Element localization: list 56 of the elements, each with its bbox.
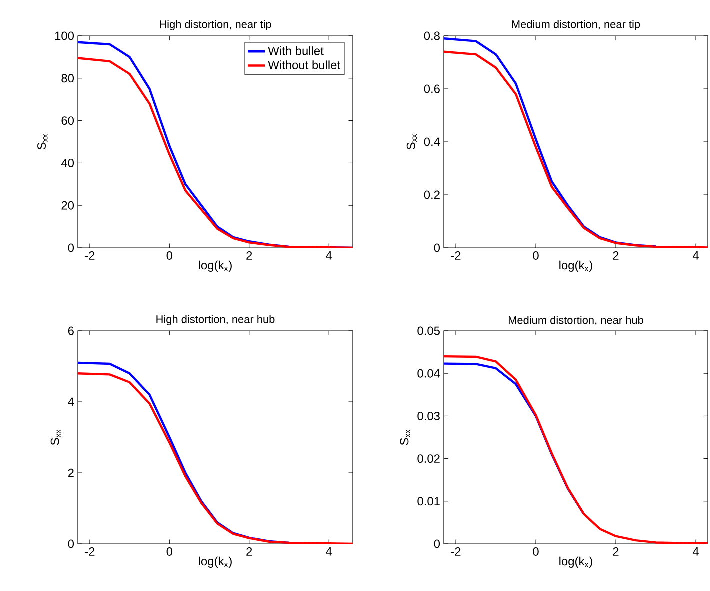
x-tick-label: 0 bbox=[533, 548, 539, 556]
y-tick-label: 80 bbox=[62, 74, 74, 83]
line-series bbox=[444, 355, 708, 544]
y-tick-label: 0 bbox=[434, 244, 440, 252]
x-tick-label: -2 bbox=[451, 548, 461, 556]
chart-title: High distortion, near hub bbox=[156, 315, 275, 326]
x-tick-label: 0 bbox=[166, 252, 173, 260]
y-tick-label: 60 bbox=[62, 116, 74, 126]
y-tick-label: 100 bbox=[55, 32, 74, 40]
y-tick-label: 0.04 bbox=[418, 369, 440, 378]
x-axis-title: log(k$_{x}$) bbox=[199, 260, 232, 272]
y-tick-label: 0.6 bbox=[424, 84, 440, 94]
chart-title: Medium distortion, near hub bbox=[508, 316, 644, 326]
y-tick-label: 0.4 bbox=[424, 138, 440, 146]
y-tick-label: 2 bbox=[68, 468, 74, 478]
y-tick-label: 0 bbox=[434, 540, 440, 548]
x-axis-title: log(k$_{x}$) bbox=[560, 556, 592, 568]
y-tick-label: 0.05 bbox=[418, 326, 440, 336]
legend-label: With bullet bbox=[268, 46, 324, 56]
chart-title: High distortion, near tip bbox=[160, 20, 272, 30]
x-tick-label: 4 bbox=[326, 548, 332, 556]
line-series bbox=[444, 50, 708, 248]
y-axis-title: S$_{xx}$ bbox=[50, 430, 61, 446]
x-tick-label: -2 bbox=[85, 252, 95, 260]
y-tick-label: 0.8 bbox=[424, 32, 440, 40]
x-tick-label: 2 bbox=[246, 548, 252, 556]
y-tick-label: 20 bbox=[62, 201, 74, 210]
y-tick-label: 0 bbox=[68, 244, 74, 252]
y-axis-title: S$_{xx}$ bbox=[406, 134, 418, 150]
y-axis-title: S$_{xx}$ bbox=[400, 430, 410, 446]
y-tick-label: 0.02 bbox=[418, 454, 440, 464]
x-tick-label: 4 bbox=[326, 252, 332, 260]
x-tick-label: 0 bbox=[166, 548, 173, 556]
x-tick-label: -2 bbox=[451, 252, 461, 260]
x-tick-label: 4 bbox=[692, 548, 699, 556]
y-axis-title: S$_{xx}$ bbox=[38, 134, 48, 150]
y-tick-label: 4 bbox=[68, 398, 74, 406]
y-tick-label: 6 bbox=[68, 326, 74, 336]
chart-title: Medium distortion, near tip bbox=[512, 20, 640, 30]
x-axis-title: log(k$_{x}$) bbox=[199, 556, 232, 568]
y-tick-label: 0.2 bbox=[424, 190, 440, 200]
y-tick-label: 0.01 bbox=[418, 497, 440, 506]
x-tick-label: 4 bbox=[692, 252, 699, 260]
y-tick-label: 0.03 bbox=[418, 412, 440, 420]
line-series bbox=[444, 38, 658, 248]
y-tick-label: 40 bbox=[61, 158, 74, 168]
x-tick-label: 2 bbox=[613, 548, 619, 556]
x-tick-label: 2 bbox=[246, 252, 252, 260]
x-tick-label: -2 bbox=[85, 548, 95, 556]
legend-label: Without bullet bbox=[268, 60, 340, 70]
line-series bbox=[78, 372, 353, 544]
x-tick-label: 2 bbox=[613, 252, 619, 260]
x-axis-title: log(k$_{x}$) bbox=[560, 260, 592, 272]
line-series bbox=[78, 362, 290, 544]
x-tick-label: 0 bbox=[533, 252, 539, 260]
y-tick-label: 0 bbox=[68, 540, 74, 548]
